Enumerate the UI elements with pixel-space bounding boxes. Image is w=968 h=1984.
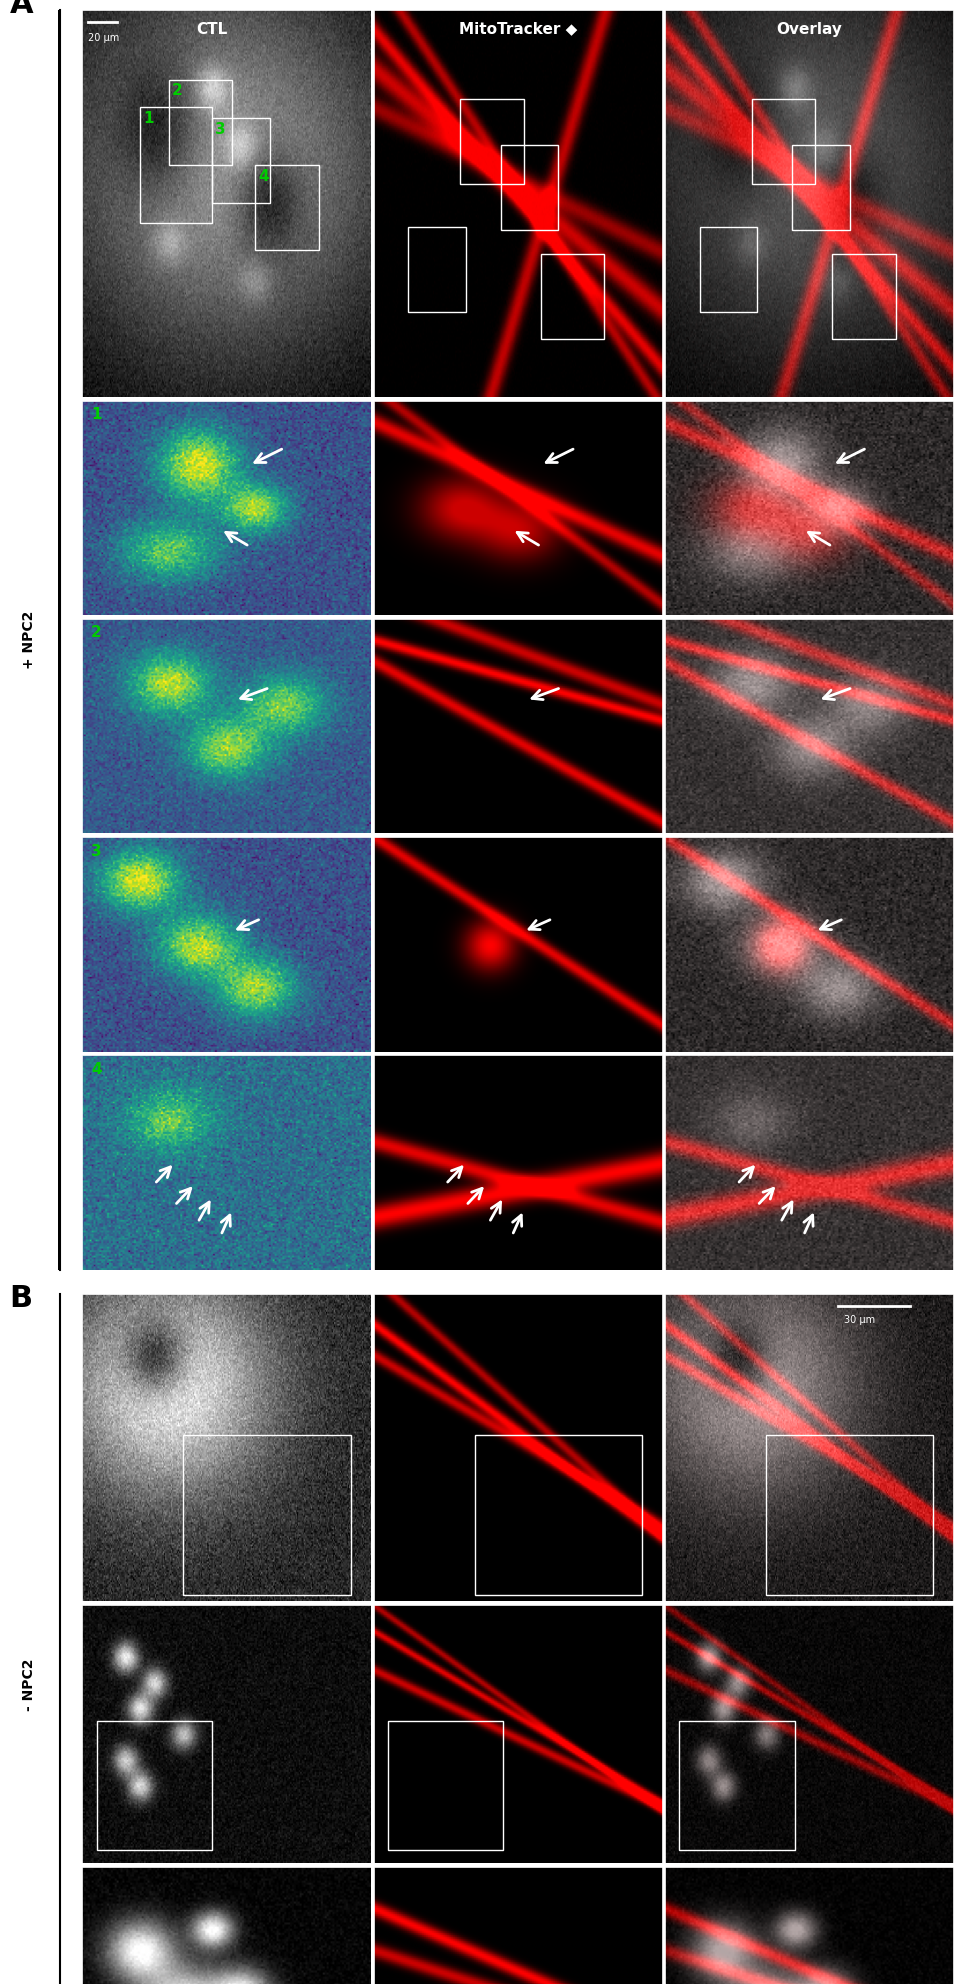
Text: 1: 1 [143, 111, 153, 125]
Bar [97, 1720, 212, 1849]
Text: B: B [10, 1284, 33, 1313]
Bar [408, 226, 466, 311]
Text: - NPC2: - NPC2 [22, 1659, 36, 1710]
Bar [751, 99, 815, 185]
Bar [700, 226, 757, 311]
Bar [212, 119, 270, 202]
Bar [256, 165, 318, 250]
Text: 3: 3 [91, 843, 102, 859]
Text: CTL: CTL [197, 22, 227, 36]
Bar [140, 107, 212, 222]
Bar [680, 1720, 795, 1849]
Bar [474, 1434, 642, 1595]
Text: A: A [10, 0, 33, 20]
Bar [460, 99, 524, 185]
Bar [388, 1720, 503, 1849]
Text: + NPC2: + NPC2 [22, 611, 36, 669]
Bar [168, 79, 232, 165]
Text: 30 μm: 30 μm [844, 1315, 875, 1325]
Bar [792, 145, 850, 230]
Text: 2: 2 [171, 83, 182, 99]
Bar [541, 254, 604, 339]
Bar [832, 254, 895, 339]
Text: 20 μm: 20 μm [88, 34, 119, 44]
Text: 1: 1 [91, 407, 102, 423]
Text: 2: 2 [91, 625, 102, 641]
Text: 4: 4 [258, 169, 269, 185]
Text: 3: 3 [215, 123, 226, 137]
Text: Overlay: Overlay [776, 22, 842, 36]
Bar [766, 1434, 933, 1595]
Bar [500, 145, 559, 230]
Text: MitoTracker ◆: MitoTracker ◆ [459, 22, 577, 36]
Text: 4: 4 [91, 1061, 102, 1077]
Bar [183, 1434, 350, 1595]
